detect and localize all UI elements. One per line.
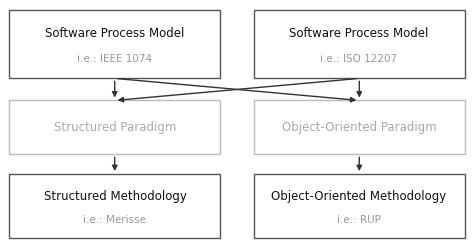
Text: Software Process Model: Software Process Model [289,27,429,40]
Text: i.e.: ISO 12207: i.e.: ISO 12207 [320,54,398,64]
Text: Object-Oriented Paradigm: Object-Oriented Paradigm [282,121,437,134]
Text: i.e.: Merisse: i.e.: Merisse [83,215,146,225]
FancyBboxPatch shape [9,10,220,78]
FancyBboxPatch shape [254,10,465,78]
Text: i.e.: RUP: i.e.: RUP [337,215,381,225]
FancyBboxPatch shape [9,100,220,154]
Text: Object-Oriented Methodology: Object-Oriented Methodology [272,190,447,203]
FancyBboxPatch shape [254,100,465,154]
Text: Structured Methodology: Structured Methodology [44,190,186,203]
Text: Software Process Model: Software Process Model [45,27,185,40]
FancyBboxPatch shape [254,174,465,238]
Text: i.e.: IEEE 1074: i.e.: IEEE 1074 [77,54,153,64]
FancyBboxPatch shape [9,174,220,238]
Text: Structured Paradigm: Structured Paradigm [54,121,176,134]
